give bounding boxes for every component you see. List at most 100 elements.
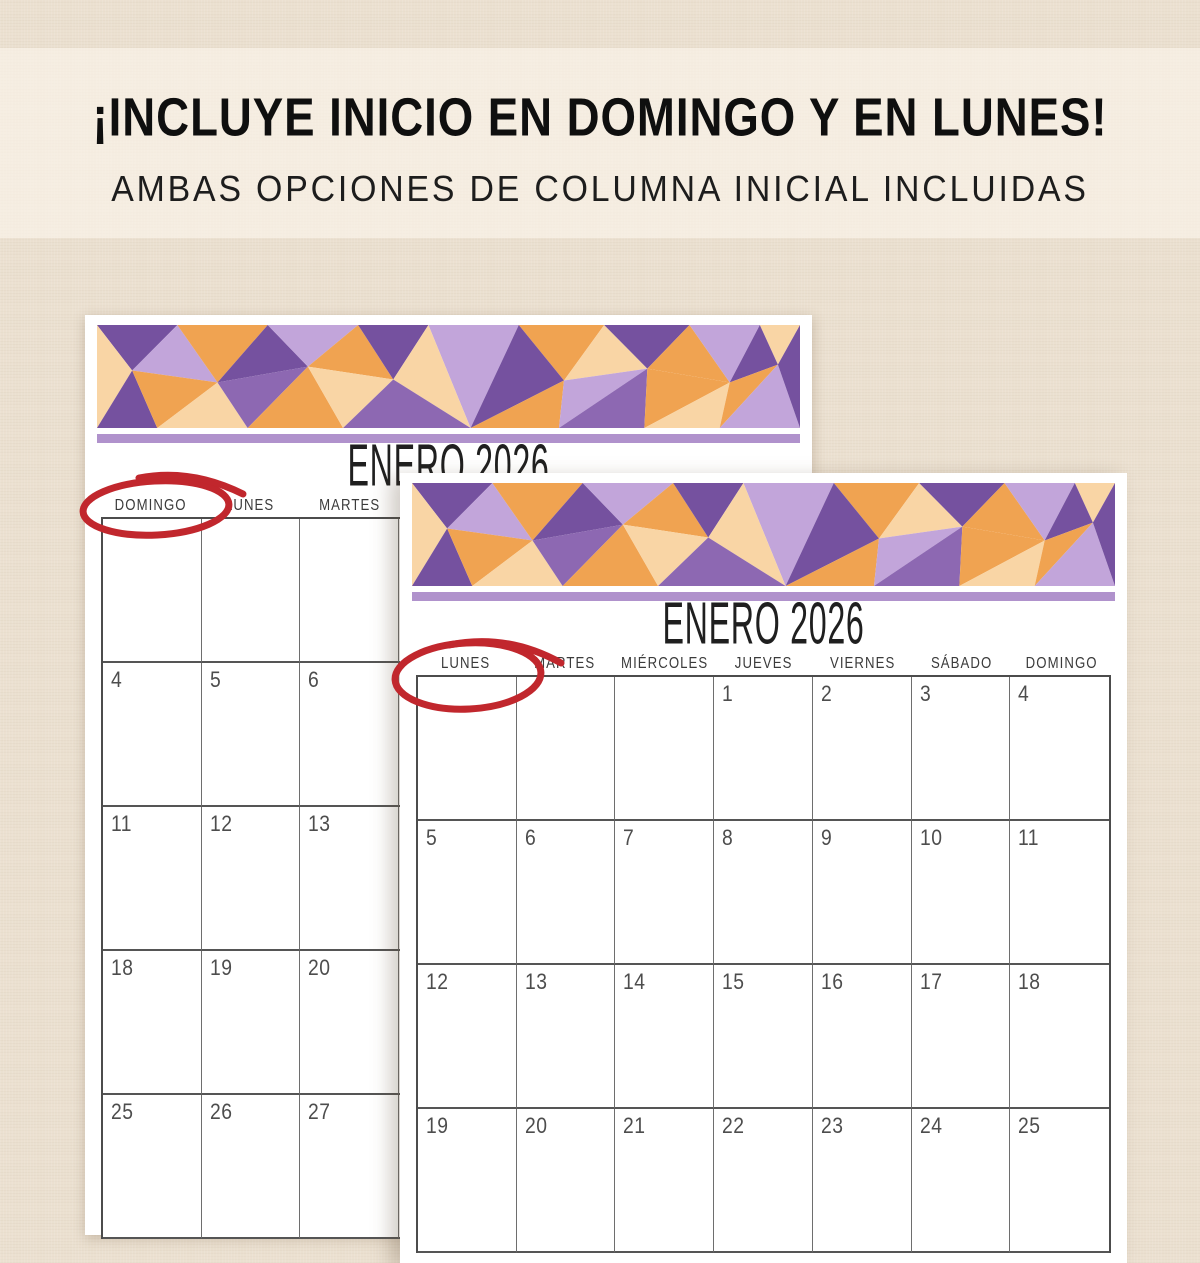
headline: ¡INCLUYE INICIO EN DOMINGO Y EN LUNES!	[92, 88, 1108, 148]
day-number: 2	[820, 682, 833, 707]
calendar-cell: 27	[300, 1095, 400, 1239]
calendar-cell: 25	[103, 1095, 202, 1239]
page-inner: ENERO 2026 LUNES MARTES MIÉRCOLES JUEVES VIE…	[400, 473, 1127, 1253]
day-header-domingo: DOMINGO	[1025, 654, 1098, 673]
calendar-cell: 18	[103, 951, 202, 1095]
red-circle-annotation-lunes	[391, 638, 565, 713]
day-header-martes: MARTES	[318, 496, 380, 515]
day-number: 4	[111, 668, 123, 693]
background-light-band	[0, 48, 1200, 238]
calendar-cell: 24	[911, 1109, 1011, 1253]
calendar-cell: 19	[201, 951, 301, 1095]
calendar-cell: 17	[911, 965, 1011, 1109]
day-number: 4	[1018, 682, 1030, 707]
calendar-cell: 20	[300, 951, 400, 1095]
calendar-cell: 21	[615, 1109, 715, 1253]
day-number: 3	[919, 682, 931, 707]
day-number: 13	[308, 812, 331, 837]
calendar-cell: 25	[1010, 1109, 1109, 1253]
day-number: 7	[623, 826, 635, 851]
calendar-cell: 15	[714, 965, 813, 1109]
calendar-cell: 12	[418, 965, 517, 1109]
day-header-sabado: SÁBADO	[931, 654, 993, 673]
subheadline: AMBAS OPCIONES DE COLUMNA INICIAL INCLUI…	[111, 168, 1089, 209]
day-number: 16	[820, 970, 844, 995]
day-number: 19	[426, 1114, 449, 1139]
calendar-cell: 3	[911, 677, 1011, 821]
calendar-cell: 6	[300, 663, 400, 807]
day-number: 20	[308, 956, 331, 981]
calendar-cell: 9	[812, 821, 912, 965]
day-number: 25	[1018, 1114, 1041, 1139]
mosaic-header-art	[412, 483, 1115, 586]
calendar-cell: 6	[516, 821, 616, 965]
day-number: 25	[111, 1100, 134, 1125]
calendar-cell: 22	[714, 1109, 813, 1253]
day-number: 27	[308, 1100, 331, 1125]
calendar-cell: 16	[812, 965, 912, 1109]
day-number: 24	[919, 1114, 942, 1139]
divider-bar	[412, 592, 1115, 601]
day-header-jueves: JUEVES	[734, 654, 793, 673]
calendar-cell: 7	[615, 821, 715, 965]
day-number: 22	[722, 1114, 745, 1139]
day-number: 12	[209, 812, 233, 837]
day-number: 23	[820, 1114, 844, 1139]
day-number: 1	[722, 682, 734, 707]
calendar-cell: 20	[516, 1109, 616, 1253]
calendar-cell: 4	[103, 663, 202, 807]
calendar-cell: 10	[911, 821, 1011, 965]
day-number: 12	[426, 970, 449, 995]
day-number: 6	[524, 826, 536, 851]
day-number: 8	[722, 826, 734, 851]
calendar-cell	[300, 519, 400, 663]
month-title: ENERO 2026	[662, 589, 865, 657]
calendar-cell: 8	[714, 821, 813, 965]
calendar-cell	[516, 677, 616, 821]
calendar-cell	[201, 519, 301, 663]
day-number: 20	[524, 1114, 548, 1139]
calendar-cell	[103, 519, 202, 663]
calendar-cell: 26	[201, 1095, 301, 1239]
calendar-cell: 1	[714, 677, 813, 821]
calendar-cell: 14	[615, 965, 715, 1109]
day-header-miercoles: MIÉRCOLES	[620, 654, 708, 673]
divider-bar	[97, 434, 800, 443]
calendar-cell: 4	[1010, 677, 1109, 821]
calendar-cell: 13	[300, 807, 400, 951]
calendar-cell: 5	[418, 821, 517, 965]
day-number: 11	[111, 812, 132, 837]
day-header-viernes: VIERNES	[830, 654, 896, 673]
weekday-header-row: DOMINGO LUNES MARTES	[101, 495, 796, 517]
calendar-cell	[418, 677, 517, 821]
calendar-cell: 19	[418, 1109, 517, 1253]
weekday-header-row: LUNES MARTES MIÉRCOLES JUEVES VIERNES SÁBADO D…	[416, 653, 1111, 675]
day-number: 26	[209, 1100, 233, 1125]
day-header-lunes: LUNES	[440, 654, 491, 673]
calendar-cell: 11	[103, 807, 202, 951]
calendar-page-monday-start: ENERO 2026 LUNES MARTES MIÉRCOLES JUEVES VIE…	[400, 473, 1127, 1263]
day-number: 18	[111, 956, 134, 981]
calendar-cell: 12	[201, 807, 301, 951]
calendar-cell: 5	[201, 663, 301, 807]
day-number: 19	[209, 956, 233, 981]
day-number: 15	[722, 970, 745, 995]
calendar-grid: 1 2 3 4 5 6 7 8 9 10 11 12 13 14 15 16 17 18 19 20 21 22 23 24 2…	[416, 675, 1111, 1253]
calendar-cell: 13	[516, 965, 616, 1109]
day-header-domingo: DOMINGO	[114, 496, 187, 515]
day-number: 5	[426, 826, 438, 851]
day-number: 21	[623, 1114, 646, 1139]
day-number: 9	[820, 826, 833, 851]
day-number: 13	[524, 970, 548, 995]
calendar-cell: 2	[812, 677, 912, 821]
red-circle-annotation-domingo	[79, 471, 247, 539]
day-number: 14	[623, 970, 646, 995]
calendar-cell: 23	[812, 1109, 912, 1253]
day-number: 17	[919, 970, 942, 995]
calendar-cell	[615, 677, 715, 821]
calendar-cell: 11	[1010, 821, 1109, 965]
day-number: 18	[1018, 970, 1041, 995]
day-number: 5	[209, 668, 221, 693]
day-number: 10	[919, 826, 942, 851]
day-header-lunes: LUNES	[225, 496, 275, 515]
